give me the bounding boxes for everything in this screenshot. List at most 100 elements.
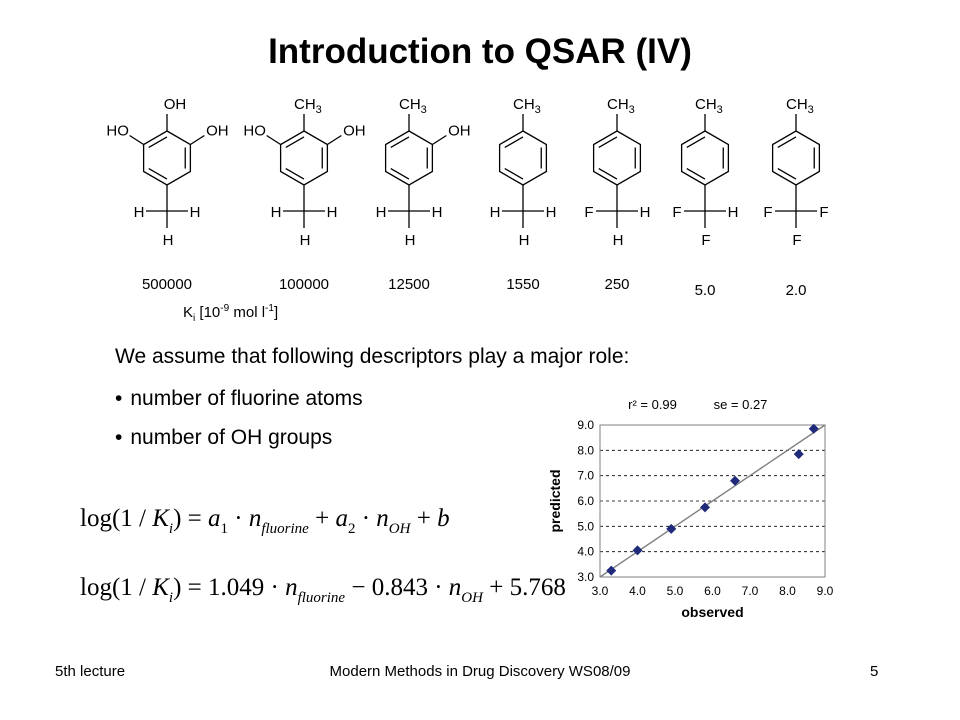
bullet-fluorine: • number of fluorine atoms	[115, 387, 363, 410]
top-substituent-label: CH3	[695, 96, 723, 116]
molecule-7: CH3 F F F	[763, 96, 828, 249]
double-bond	[285, 167, 305, 180]
data-point-1	[606, 565, 617, 576]
ki-value-4: 1550	[506, 276, 540, 293]
data-point-7	[808, 423, 819, 434]
ki-value-3: 12500	[388, 276, 430, 293]
double-bond	[285, 136, 305, 149]
top-substituent-label: CH3	[399, 96, 427, 116]
carbon-bottom-label: F	[701, 232, 710, 249]
x-axis-label: observed	[681, 604, 743, 620]
top-substituent-label: CH3	[513, 96, 541, 116]
carbon-right-label: H	[728, 204, 739, 221]
top-substituent-label: CH3	[607, 96, 635, 116]
chart-r-squared: r² = 0.99	[628, 397, 677, 412]
slide-title: Introduction to QSAR (IV)	[268, 32, 692, 71]
top-substituent-label: CH3	[294, 96, 322, 116]
carbon-left-label: H	[376, 204, 387, 221]
fitted-equation: log(1 / Ki) = 1.049 · nfluorine − 0.843 …	[80, 574, 566, 606]
carbon-bottom-label: H	[613, 232, 624, 249]
data-point-3	[666, 523, 677, 534]
x-tick-label: 9.0	[817, 584, 834, 598]
double-bond	[504, 167, 524, 180]
x-tick-label: 6.0	[704, 584, 721, 598]
x-tick-label: 7.0	[742, 584, 759, 598]
carbon-bottom-label: H	[300, 232, 311, 249]
molecule-6: CH3 F H F	[672, 96, 738, 249]
carbon-right-label: F	[819, 204, 828, 221]
ki-unit-label: Ki [10-9 mol l-1]	[183, 303, 279, 324]
carbon-left-label: H	[134, 204, 145, 221]
double-bond	[390, 136, 410, 149]
benzene-ring	[592, 130, 642, 186]
double-bond	[148, 136, 168, 149]
y-tick-label: 3.0	[577, 570, 594, 584]
descriptor-intro: We assume that following descriptors pla…	[115, 345, 630, 368]
carbon-right-label: H	[546, 204, 557, 221]
data-point-2	[632, 545, 643, 556]
right-substituent-label: OH	[206, 123, 229, 140]
x-tick-label: 3.0	[592, 584, 609, 598]
benzene-ring	[771, 130, 821, 186]
benzene-ring	[142, 130, 192, 186]
left-substituent-label: HO	[243, 123, 266, 140]
right-substituent-label: OH	[343, 123, 366, 140]
y-tick-label: 9.0	[577, 418, 594, 432]
plot-area	[599, 424, 826, 578]
left-bond	[129, 134, 144, 146]
double-bond	[598, 136, 618, 149]
carbon-bottom-label: F	[792, 232, 801, 249]
right-substituent-label: OH	[448, 123, 471, 140]
right-bond	[327, 134, 342, 146]
carbon-right-label: H	[640, 204, 651, 221]
right-bond	[432, 134, 447, 146]
carbon-bottom-label: H	[163, 232, 174, 249]
general-equation: log(1 / Ki) = a1 · nfluorine + a2 · nOH …	[80, 505, 450, 537]
y-tick-label: 6.0	[577, 494, 594, 508]
footer-page-number: 5	[870, 663, 879, 680]
right-bond	[190, 134, 205, 146]
carbon-right-label: H	[327, 204, 338, 221]
data-point-4	[700, 502, 710, 513]
ki-value-2: 100000	[278, 276, 330, 293]
double-bond	[598, 167, 618, 180]
double-bond	[686, 167, 706, 180]
carbon-bottom-label: H	[405, 232, 416, 249]
carbon-left-label: H	[271, 204, 282, 221]
carbon-left-label: F	[672, 204, 681, 221]
carbon-left-label: F	[584, 204, 593, 221]
y-tick-label: 4.0	[577, 545, 594, 559]
chart-se: se = 0.27	[714, 397, 768, 412]
footer-course: Modern Methods in Drug Discovery WS08/09	[329, 663, 631, 680]
x-tick-label: 8.0	[779, 584, 796, 598]
benzene-ring	[279, 130, 329, 186]
carbon-left-label: H	[490, 204, 501, 221]
double-bond	[390, 167, 410, 180]
benzene-ring	[498, 130, 548, 186]
predicted-vs-observed-chart: r² = 0.99 se = 0.27 3.0 4.0 5.0 6.0 7.0 8.0 9.0 3…	[547, 397, 834, 620]
double-bond	[777, 167, 797, 180]
ki-value-5: 250	[604, 276, 630, 293]
x-tick-label: 5.0	[667, 584, 684, 598]
y-tick-label: 7.0	[577, 469, 594, 483]
bullet-oh-groups: • number of OH groups	[115, 426, 333, 449]
carbon-right-label: H	[432, 204, 443, 221]
benzene-ring	[384, 130, 434, 186]
y-tick-label: 5.0	[577, 519, 594, 533]
left-substituent-label: HO	[106, 123, 129, 140]
ki-value-7: 2.0	[785, 282, 807, 299]
carbon-left-label: F	[763, 204, 772, 221]
left-bond	[266, 134, 281, 146]
ki-value-1: 500000	[141, 276, 193, 293]
data-point-5	[730, 475, 740, 486]
ki-value-6: 5.0	[694, 282, 716, 299]
y-axis-label: predicted	[547, 469, 563, 532]
molecule-5: CH3 F HH	[584, 96, 650, 249]
regression-line	[599, 424, 826, 578]
top-substituent-label: OH	[164, 96, 187, 113]
